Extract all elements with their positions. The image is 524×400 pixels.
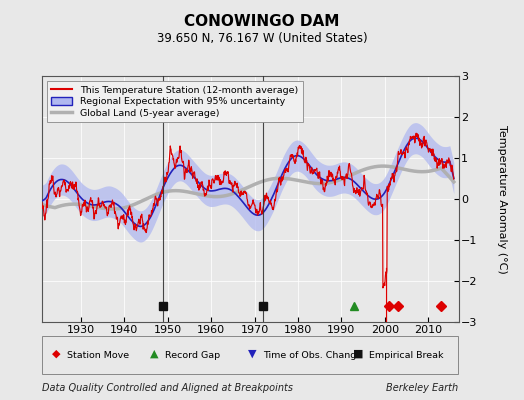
Text: CONOWINGO DAM: CONOWINGO DAM bbox=[184, 14, 340, 29]
FancyBboxPatch shape bbox=[42, 336, 458, 374]
Text: ▼: ▼ bbox=[248, 349, 257, 359]
Text: 39.650 N, 76.167 W (United States): 39.650 N, 76.167 W (United States) bbox=[157, 32, 367, 45]
Text: ◆: ◆ bbox=[52, 349, 61, 359]
Text: Empirical Break: Empirical Break bbox=[369, 350, 443, 360]
Text: Station Move: Station Move bbox=[67, 350, 129, 360]
Text: Data Quality Controlled and Aligned at Breakpoints: Data Quality Controlled and Aligned at B… bbox=[42, 383, 293, 393]
Text: Berkeley Earth: Berkeley Earth bbox=[386, 383, 458, 393]
Text: ■: ■ bbox=[353, 349, 364, 359]
Text: Record Gap: Record Gap bbox=[165, 350, 220, 360]
Legend: This Temperature Station (12-month average), Regional Expectation with 95% uncer: This Temperature Station (12-month avera… bbox=[47, 81, 303, 122]
Text: ▲: ▲ bbox=[150, 349, 159, 359]
Y-axis label: Temperature Anomaly (°C): Temperature Anomaly (°C) bbox=[497, 125, 507, 273]
Text: Time of Obs. Change: Time of Obs. Change bbox=[263, 350, 362, 360]
